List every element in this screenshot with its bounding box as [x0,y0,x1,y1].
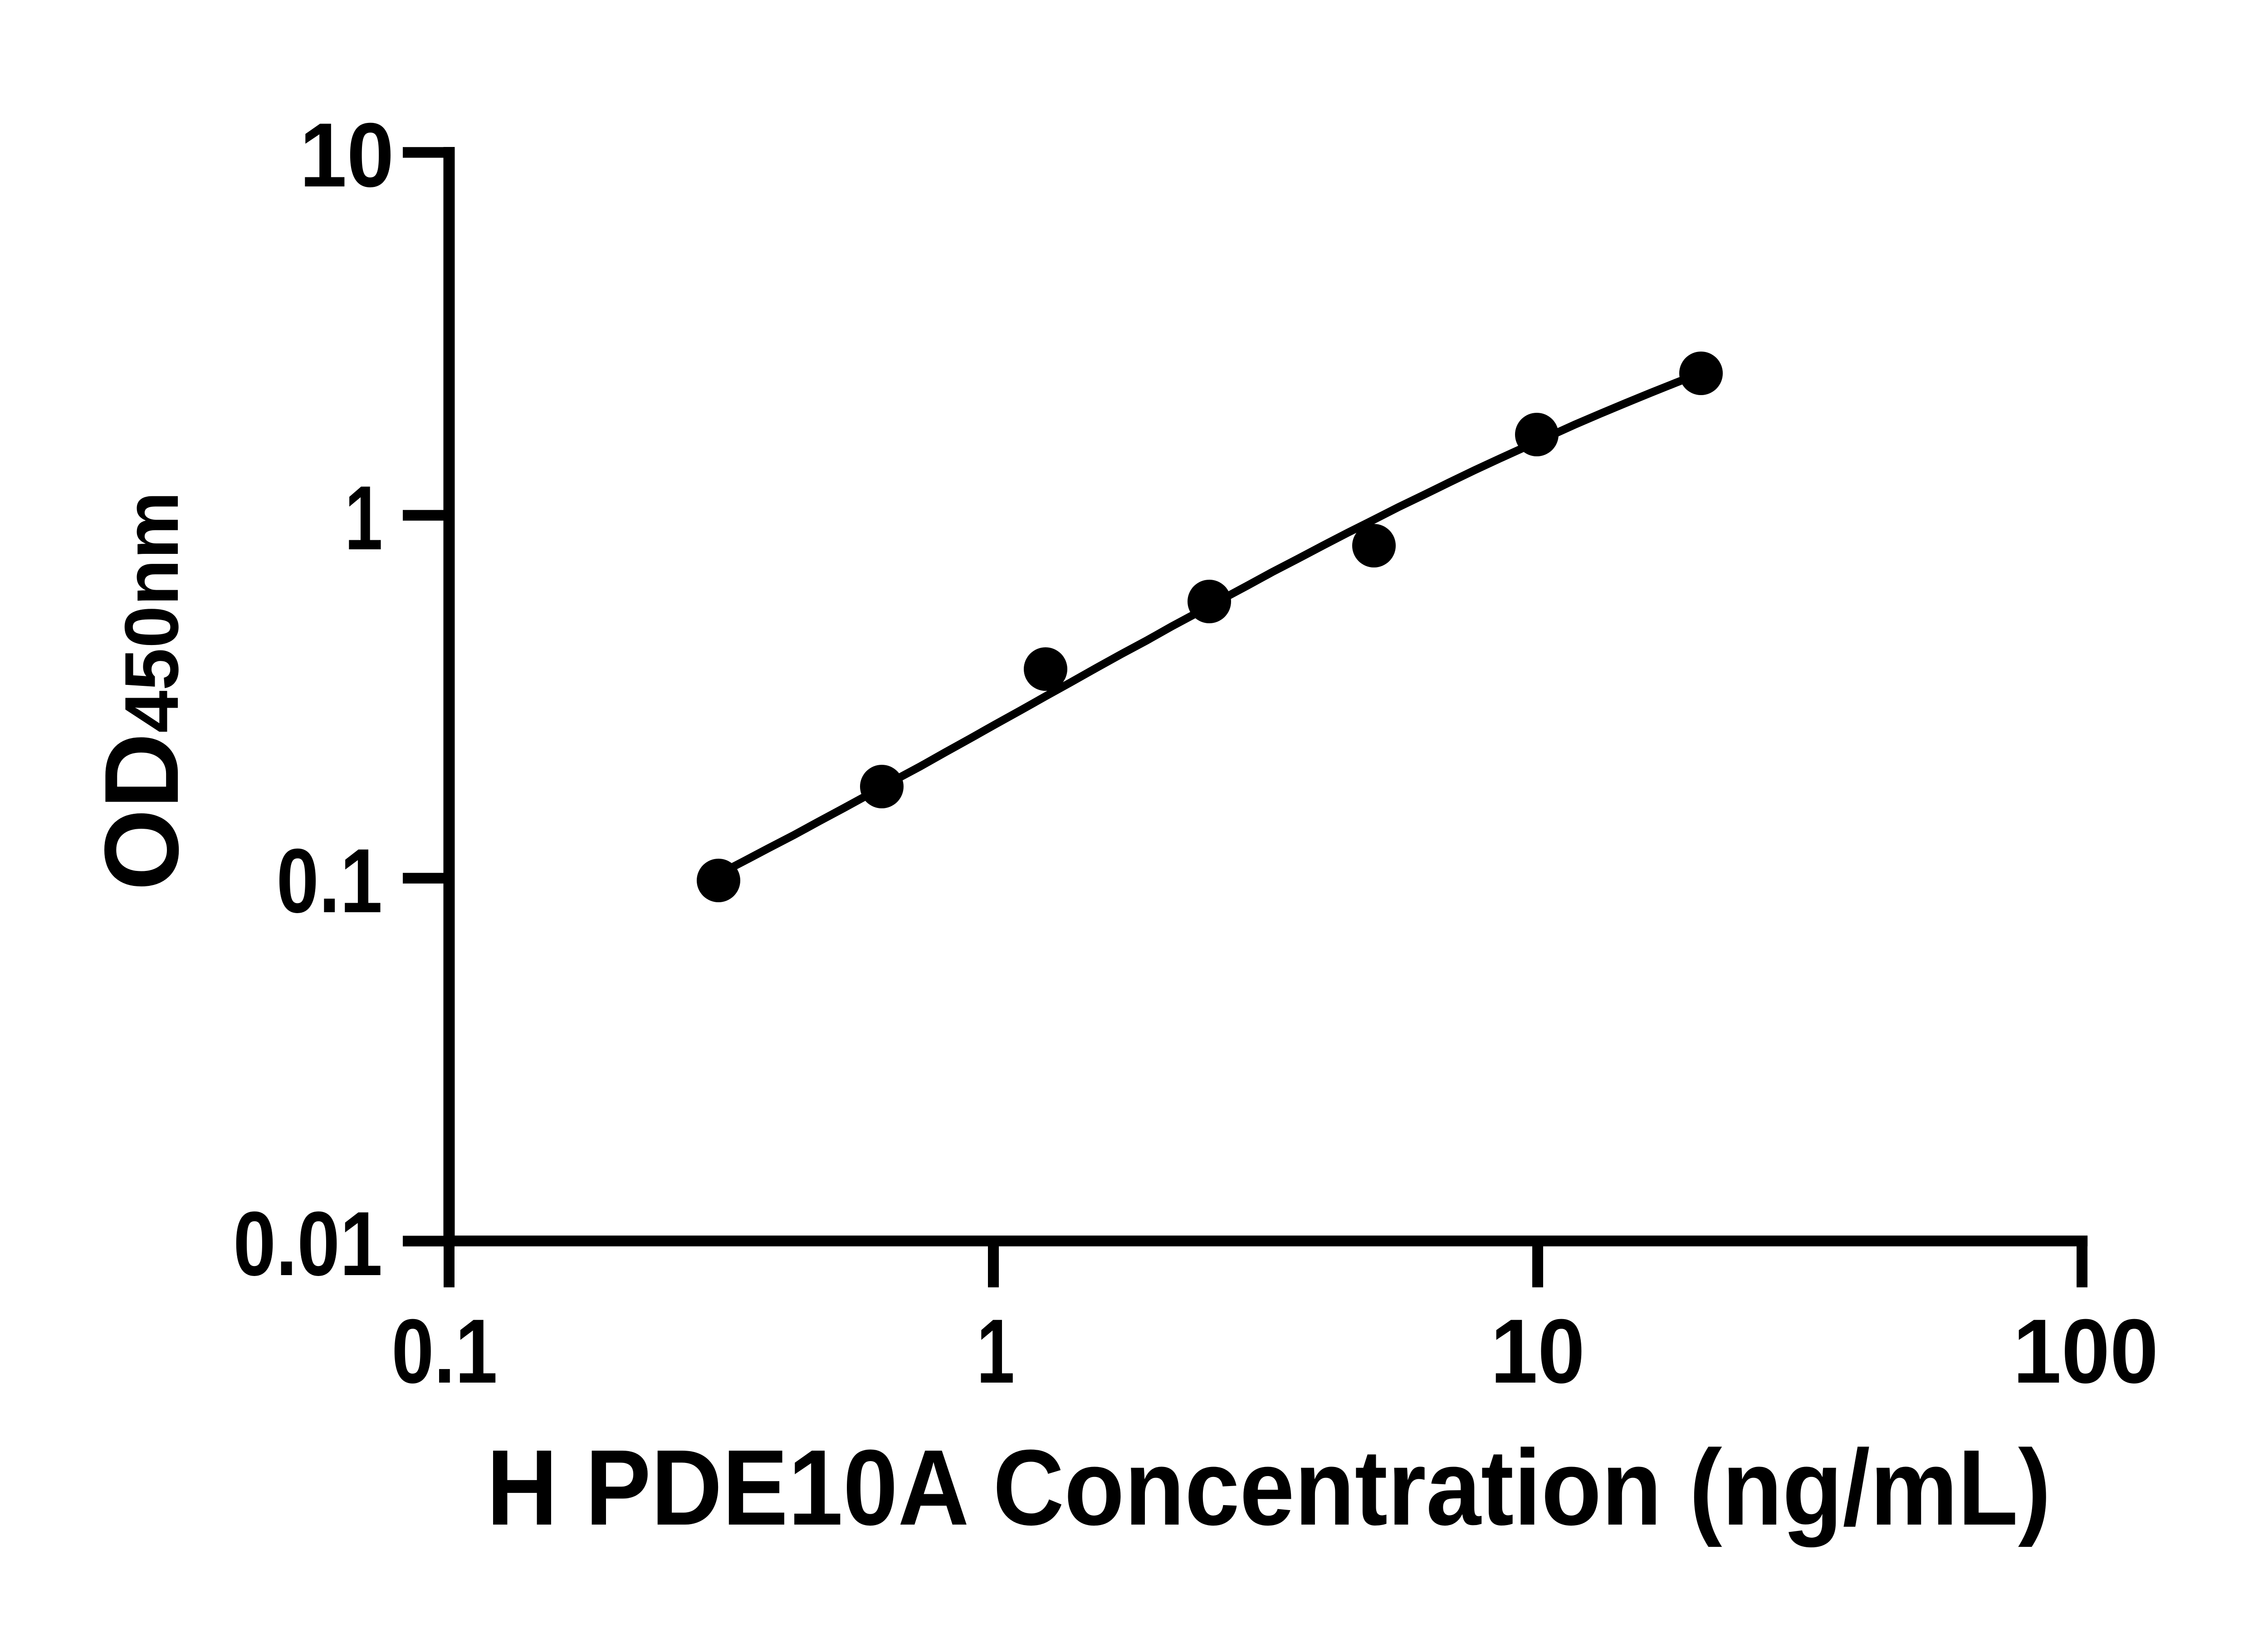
svg-text:10: 10 [300,104,394,206]
svg-text:0.1: 0.1 [391,1300,498,1402]
svg-text:0.01: 0.01 [233,1193,382,1295]
svg-text:OD450nm: OD450nm [83,491,200,890]
svg-text:1: 1 [345,467,383,569]
svg-text:100: 100 [2013,1300,2159,1402]
svg-text:H PDE10A Concentration (ng/mL): H PDE10A Concentration (ng/mL) [487,1428,2051,1548]
svg-text:0.1: 0.1 [276,830,382,932]
svg-text:10: 10 [1491,1300,1585,1402]
svg-text:1: 1 [977,1300,1015,1402]
